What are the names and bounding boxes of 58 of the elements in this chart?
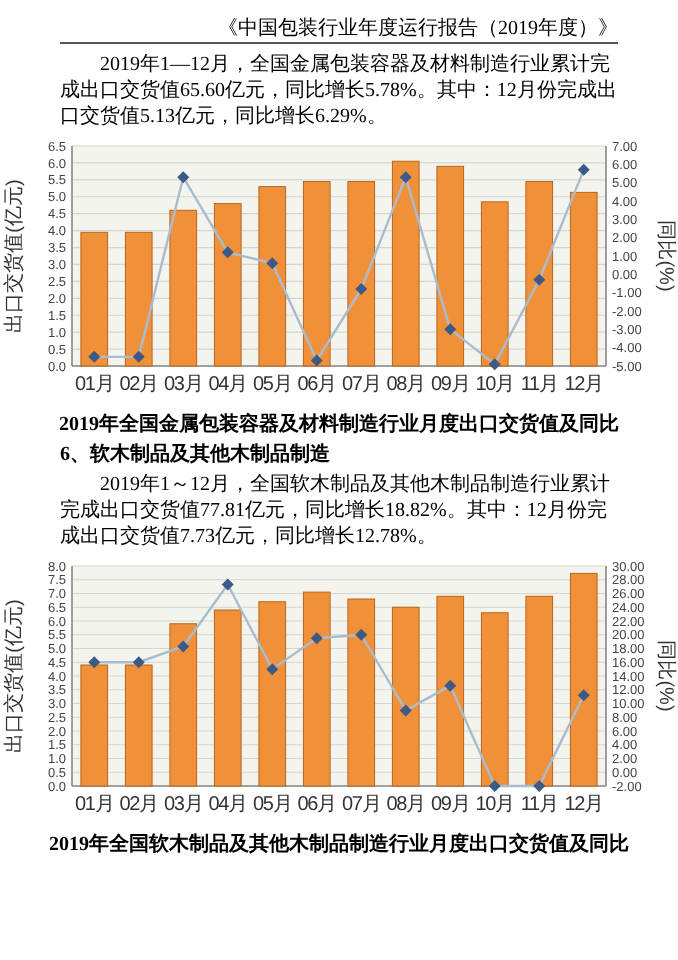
bar bbox=[436, 165, 465, 367]
bar bbox=[80, 664, 109, 787]
bar bbox=[258, 186, 287, 367]
bar bbox=[480, 612, 509, 787]
x-tick-label: 11月 bbox=[520, 374, 558, 396]
x-tick-label: 07月 bbox=[341, 794, 381, 816]
x-tick-label: 05月 bbox=[252, 374, 292, 396]
bar bbox=[569, 191, 598, 367]
text: 2019年全国软木制品及其他木制品制造行业月度出口交货值及同比 bbox=[47, 834, 631, 858]
bar bbox=[213, 203, 242, 367]
x-tick-label: 06月 bbox=[297, 374, 337, 396]
x-tick-label: 09月 bbox=[430, 794, 470, 816]
bar bbox=[302, 181, 331, 367]
bar bbox=[213, 609, 242, 787]
bar bbox=[480, 201, 509, 367]
x-tick-label: 12月 bbox=[564, 794, 604, 816]
x-tick-label: 05月 bbox=[252, 794, 292, 816]
text: 6、软木制品及其他木制品制造 bbox=[60, 442, 332, 468]
x-tick-label: 06月 bbox=[297, 794, 337, 816]
text: 《中国包装行业年度运行报告（2019年度）》 bbox=[60, 16, 618, 44]
bar bbox=[124, 231, 153, 367]
text: 2019年全国金属包装容器及材料制造行业月度出口交货值及同比 bbox=[57, 414, 621, 438]
text: 2019年1～12月，全国软木制品及其他木制品制造行业累计完成出口交货值77.81亿元，同比增长18.82%。其中：12月份完成出口交货值7.73亿元，同比增长12.78%。 bbox=[60, 472, 612, 550]
bar bbox=[391, 160, 420, 367]
bar bbox=[569, 572, 598, 787]
x-tick-label: 07月 bbox=[341, 374, 381, 396]
x-tick-label: 01月 bbox=[74, 374, 114, 396]
x-tick-label: 08月 bbox=[386, 794, 426, 816]
x-tick-label: 09月 bbox=[430, 374, 470, 396]
bar bbox=[347, 181, 376, 367]
x-tick-label: 03月 bbox=[163, 374, 203, 396]
y-axis-title: 出口交货值(亿元) bbox=[2, 179, 26, 333]
x-tick-label: 12月 bbox=[564, 374, 604, 396]
x-tick-label: 04月 bbox=[208, 374, 248, 396]
bar bbox=[525, 181, 554, 367]
bar bbox=[169, 209, 198, 367]
x-tick-label: 03月 bbox=[163, 794, 203, 816]
bar bbox=[525, 595, 554, 787]
x-tick-label: 08月 bbox=[386, 374, 426, 396]
bar bbox=[124, 664, 153, 787]
text: 2019年1—12月，全国金属包装容器及材料制造行业累计完成出口交货值65.60亿元，同比增长5.78%。其中：12月份完成出口交货值5.13亿元，同比增长6.29%。 bbox=[60, 52, 618, 130]
x-tick-label: 10月 bbox=[475, 794, 515, 816]
bar bbox=[347, 598, 376, 787]
bar bbox=[302, 591, 331, 787]
bar bbox=[391, 606, 420, 787]
bar bbox=[80, 231, 109, 367]
x-tick-label: 10月 bbox=[475, 374, 515, 396]
y2-axis-title: 同比(%) bbox=[654, 220, 678, 292]
bar bbox=[258, 601, 287, 787]
y2-axis-title: 同比(%) bbox=[654, 640, 678, 712]
bar bbox=[436, 595, 465, 787]
x-tick-label: 02月 bbox=[119, 794, 159, 816]
x-tick-label: 02月 bbox=[119, 374, 159, 396]
x-tick-label: 11月 bbox=[520, 794, 558, 816]
x-tick-label: 04月 bbox=[208, 794, 248, 816]
y-axis-title: 出口交货值(亿元) bbox=[2, 599, 26, 753]
bar bbox=[169, 623, 198, 787]
x-tick-label: 01月 bbox=[74, 794, 114, 816]
